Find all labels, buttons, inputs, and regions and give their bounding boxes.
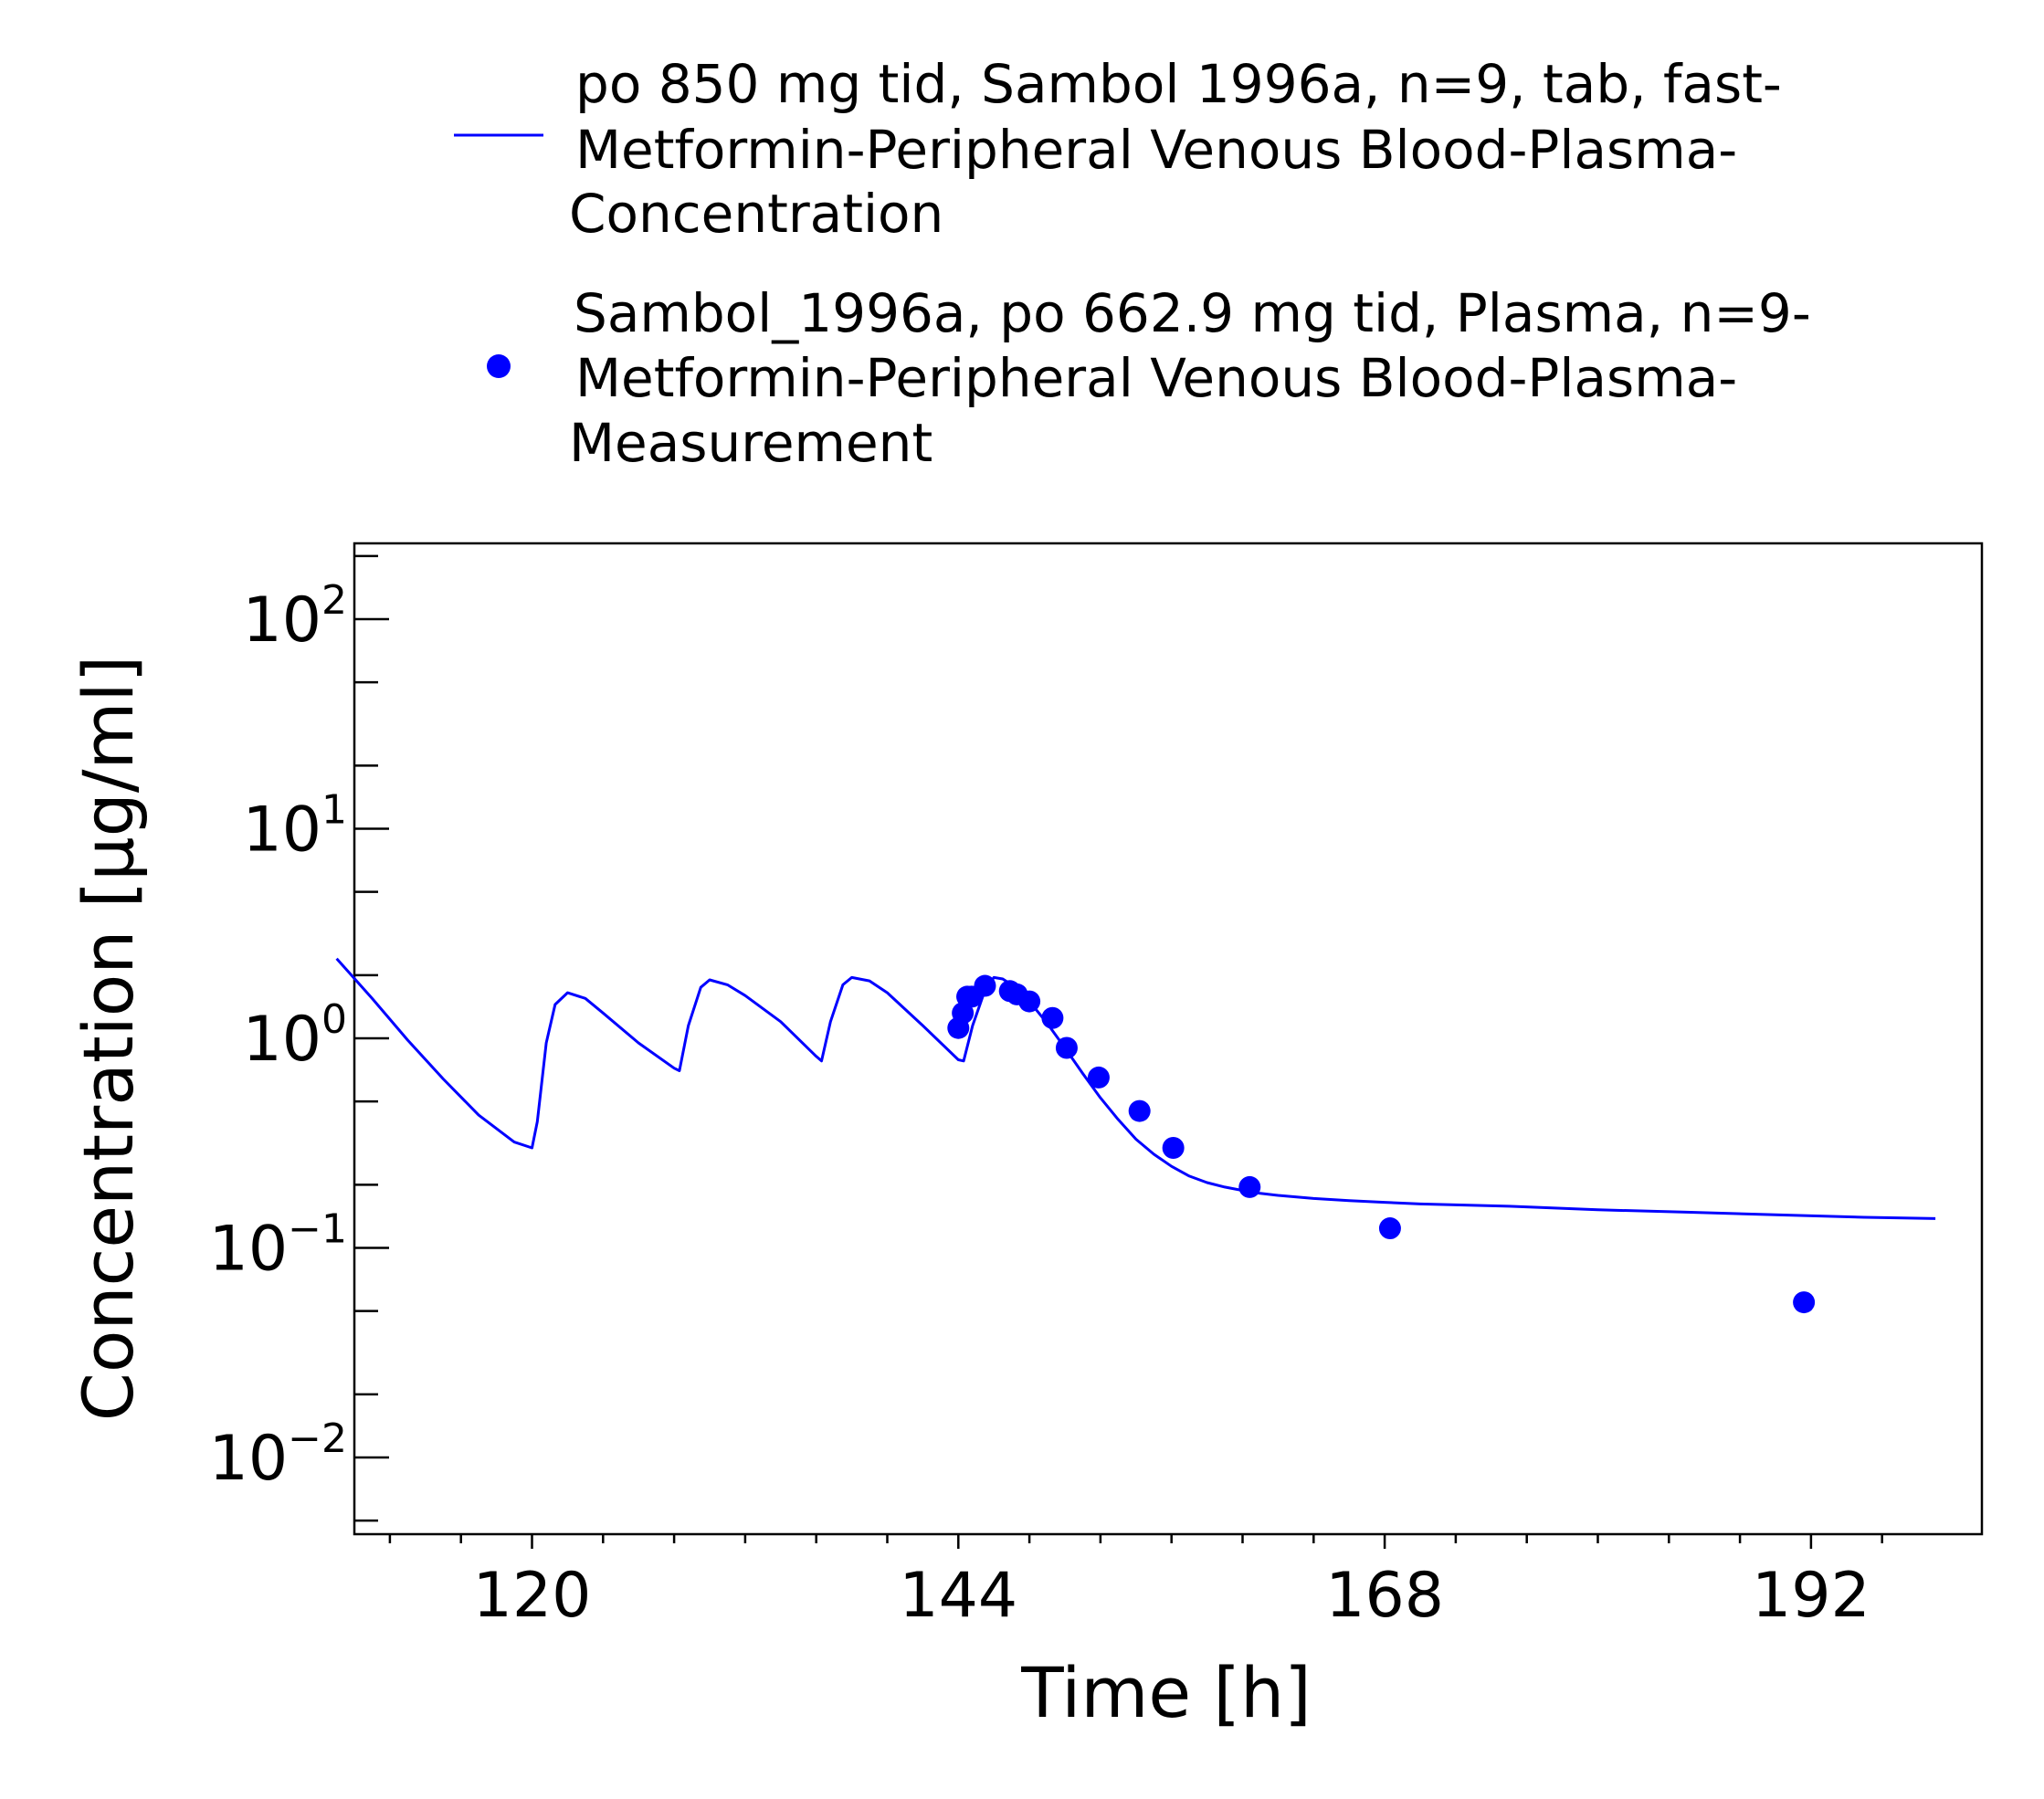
measurement-point — [1793, 1291, 1816, 1314]
measurement-point — [1238, 1175, 1261, 1198]
x-tick-label: 192 — [1752, 1560, 1870, 1632]
measurement-point — [1041, 1006, 1064, 1029]
series-layer — [335, 957, 1936, 1314]
x-axis-title: Time [h] — [1020, 1652, 1312, 1733]
legend-marker-swatch — [487, 354, 511, 378]
x-tick-label: 120 — [473, 1560, 592, 1632]
y-tick-label: 10−2 — [209, 1415, 347, 1495]
x-axis-ticks — [388, 1534, 1883, 1549]
measurement-point — [974, 974, 996, 997]
measurement-point — [1055, 1036, 1078, 1059]
simulated-concentration-line — [335, 957, 1936, 1220]
y-tick-label: 101 — [242, 787, 347, 867]
legend: po 850 mg tid, Sambol 1996a, n=9, tab, f… — [454, 53, 1811, 474]
measurement-point — [1087, 1066, 1110, 1089]
y-axis-ticks — [354, 554, 389, 1522]
plot-area — [353, 542, 1984, 1536]
x-tick-label: 168 — [1325, 1560, 1444, 1632]
legend-marker-label-1: Sambol_1996a, po 662.9 mg tid, Plasma, n… — [574, 282, 1811, 344]
measurement-point — [1162, 1137, 1185, 1160]
y-tick-label: 100 — [242, 996, 347, 1076]
measurement-point — [1378, 1217, 1401, 1240]
y-tick-label: 10−1 — [209, 1206, 347, 1286]
y-tick-label: 102 — [242, 577, 347, 657]
legend-line-label-2: Metformin-Peripheral Venous Blood-Plasma… — [575, 119, 1737, 181]
measurement-point — [1128, 1099, 1151, 1122]
legend-marker-label-3: Measurement — [569, 412, 932, 474]
legend-line-label-1: po 850 mg tid, Sambol 1996a, n=9, tab, f… — [575, 53, 1782, 115]
y-axis-tick-labels: 102 101 100 10−1 10−2 — [209, 577, 347, 1495]
legend-marker-label-2: Metformin-Peripheral Venous Blood-Plasma… — [575, 347, 1737, 409]
x-axis-tick-labels: 120 144 168 192 — [473, 1560, 1870, 1632]
y-axis-title: Concentration [µg/ml] — [68, 656, 149, 1421]
x-tick-label: 144 — [899, 1560, 1017, 1632]
measurement-point — [1018, 990, 1041, 1013]
legend-line-label-3: Concentration — [569, 183, 943, 245]
